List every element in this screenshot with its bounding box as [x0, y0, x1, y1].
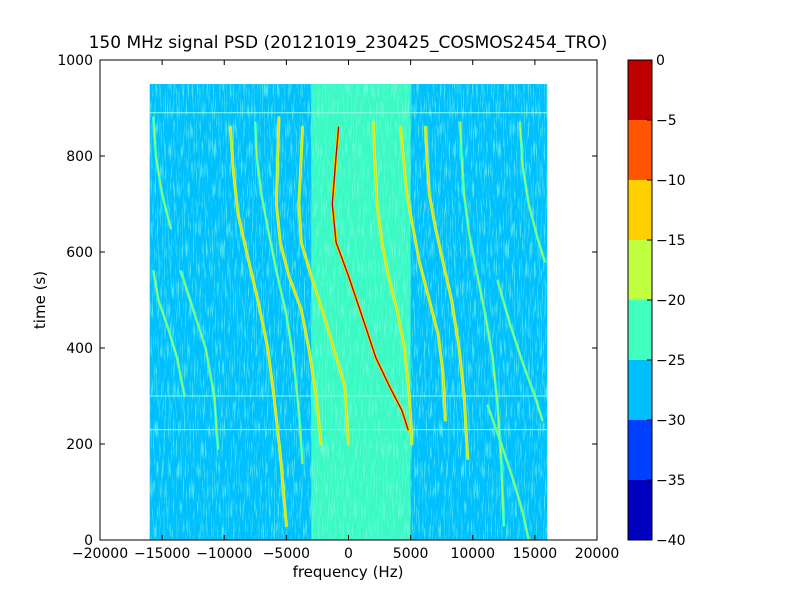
- x-tick-label: −20000: [72, 546, 128, 562]
- colorbar-tick-label: −30: [656, 413, 686, 429]
- heatmap-noise-texture: [149, 84, 548, 540]
- x-tick-label: 15000: [513, 546, 558, 562]
- colorbar-level-swatch: [628, 360, 652, 420]
- signal-trace: [152, 116, 173, 230]
- colorbar-level-swatch: [628, 420, 652, 480]
- colorbar-level-swatch: [628, 300, 652, 360]
- x-tick-label: −5000: [263, 546, 310, 562]
- colorbar-tick-label: −5: [656, 113, 677, 129]
- signal-trace: [486, 404, 530, 540]
- x-tick-label: 5000: [393, 546, 429, 562]
- y-tick-label: 400: [66, 341, 93, 357]
- signal-trace: [297, 125, 350, 446]
- colorbar-level-swatch: [628, 180, 652, 240]
- y-axis-label: time (s): [31, 271, 49, 329]
- x-tick-label: −10000: [196, 546, 252, 562]
- chart-title: 150 MHz signal PSD (20121019_230425_COSM…: [89, 33, 608, 53]
- signal-trace: [399, 125, 447, 422]
- signal-trace: [330, 125, 410, 432]
- colorbar-tick-label: 0: [656, 53, 665, 69]
- y-tick-label: 800: [66, 149, 93, 165]
- colorbar-tick-label: −15: [656, 233, 686, 249]
- signal-trace: [424, 125, 470, 460]
- signal-trace: [179, 269, 220, 451]
- signal-trace: [274, 116, 323, 446]
- x-tick-label: 10000: [450, 546, 495, 562]
- colorbar-tick-label: −35: [656, 473, 686, 489]
- colorbar-level-swatch: [628, 240, 652, 300]
- y-tick-label: 200: [66, 437, 93, 453]
- y-tick-label: 1000: [57, 53, 93, 69]
- signal-trace: [371, 120, 414, 446]
- x-tick-label: 0: [344, 546, 353, 562]
- signal-trace: [254, 121, 304, 465]
- signal-trace: [152, 269, 186, 398]
- signal-trace: [518, 121, 547, 263]
- colorbar-tick-label: −25: [656, 353, 686, 369]
- colorbar-level-swatch: [628, 60, 652, 120]
- x-tick-label: 20000: [575, 546, 620, 562]
- colorbar-level-swatch: [628, 120, 652, 180]
- signal-trace: [459, 121, 506, 527]
- y-tick-label: 600: [66, 245, 93, 261]
- signal-trace: [229, 125, 288, 528]
- colorbar-tick-label: −20: [656, 293, 686, 309]
- colorbar-tick-label: −40: [656, 533, 686, 549]
- y-tick-label: 0: [84, 533, 93, 549]
- colorbar: 0 −5 −10 −15 −20 −25 −30 −35 −40: [627, 53, 686, 549]
- plot-area: [149, 84, 548, 540]
- x-axis-label: frequency (Hz): [293, 563, 404, 581]
- signal-trace: [496, 279, 544, 422]
- x-tick-label: −15000: [134, 546, 190, 562]
- colorbar-tick-label: −10: [656, 173, 686, 189]
- colorbar-level-swatch: [628, 480, 652, 540]
